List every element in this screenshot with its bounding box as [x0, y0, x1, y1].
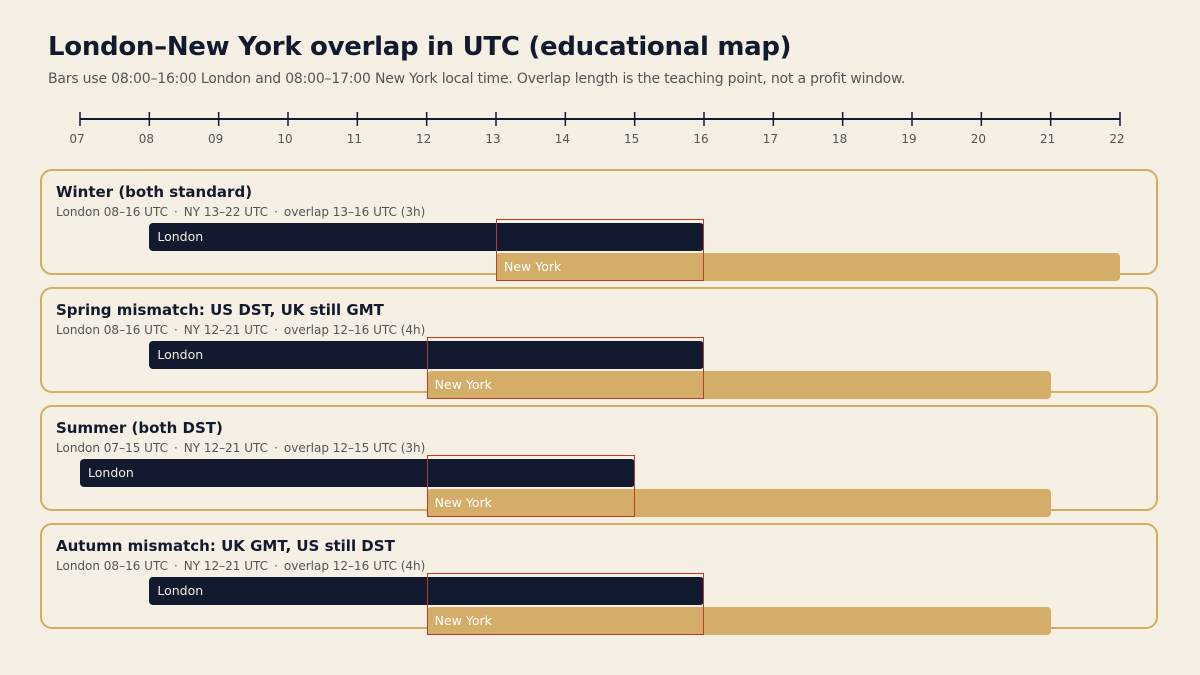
scenario-panel: Spring mismatch: US DST, UK still GMT Lon…	[40, 287, 1158, 399]
london-session-bar: London	[149, 223, 704, 251]
scenario-panel: Winter (both standard) London 08–16 UTC · N…	[40, 169, 1158, 281]
scenario-info: London 07–15 UTC · NY 12–21 UTC · overlap 12…	[56, 441, 425, 455]
separator-dot: ·	[173, 205, 178, 219]
overlap-outline	[426, 337, 704, 399]
axis-tick-label: 08	[139, 132, 154, 146]
axis-tick-label: 20	[971, 132, 986, 146]
scenario-panel: Autumn mismatch: UK GMT, US still DST Lon…	[40, 523, 1158, 635]
scenario-title: Summer (both DST)	[56, 419, 223, 437]
london-utc-range: London 07–15 UTC	[56, 441, 168, 455]
london-utc-range: London 08–16 UTC	[56, 559, 168, 573]
ny-utc-range: NY 12–21 UTC	[183, 441, 269, 455]
separator-dot: ·	[274, 205, 278, 219]
axis-tick-label: 14	[555, 132, 570, 146]
overlap-range: overlap 12–16 UTC (4h)	[283, 559, 426, 573]
time-axis: 07 08 09 10 11 12 13 14 15 16 17 18 19 20 21 22	[69, 112, 1125, 146]
scenario-info: London 08–16 UTC · NY 13–22 UTC · overlap 13…	[56, 205, 425, 219]
separator-dot: ·	[173, 323, 178, 337]
axis-tick-label: 18	[832, 132, 847, 146]
ny-utc-range: NY 13–22 UTC	[183, 205, 269, 219]
london-bar-label: London	[157, 583, 204, 598]
axis-tick-label: 09	[208, 132, 223, 146]
separator-dot: ·	[173, 441, 178, 455]
separator-dot: ·	[173, 559, 178, 573]
new-york-bar-label: New York	[434, 613, 492, 628]
axis-tick-label: 22	[1109, 132, 1124, 146]
separator-dot: ·	[274, 441, 278, 455]
overlap-outline	[426, 455, 635, 517]
scenario-title: Winter (both standard)	[56, 183, 253, 201]
overlap-range: overlap 12–15 UTC (3h)	[283, 441, 426, 455]
axis-tick-label: 10	[277, 132, 292, 146]
overlap-outline	[496, 219, 704, 281]
new-york-session-bar: New York	[426, 489, 1051, 517]
new-york-bar-label: New York	[434, 377, 492, 392]
ny-utc-range: NY 12–21 UTC	[183, 559, 269, 573]
axis-tick-label: 15	[624, 132, 639, 146]
overlap-range: overlap 13–16 UTC (3h)	[283, 205, 426, 219]
london-utc-range: London 08–16 UTC	[56, 205, 168, 219]
scenario-info: London 08–16 UTC · NY 12–21 UTC · overlap 12…	[56, 323, 425, 337]
axis-tick-label: 13	[485, 132, 500, 146]
ny-utc-range: NY 12–21 UTC	[183, 323, 269, 337]
axis-tick-label: 19	[901, 132, 916, 146]
overlap-outline	[426, 573, 704, 635]
axis-tick-label: 12	[416, 132, 431, 146]
overlap-range: overlap 12–16 UTC (4h)	[283, 323, 426, 337]
london-bar-label: London	[157, 347, 204, 362]
page-subtitle: Bars use 08:00–16:00 London and 08:00–17…	[48, 71, 906, 87]
london-session-bar: London	[80, 459, 635, 487]
new-york-bar-label: New York	[504, 259, 562, 274]
page-title: London–New York overlap in UTC (educatio…	[48, 32, 792, 62]
new-york-session-bar: New York	[496, 253, 1120, 281]
axis-tick-label: 21	[1040, 132, 1055, 146]
axis-tick-label: 07	[69, 132, 84, 146]
separator-dot: ·	[274, 559, 278, 573]
scenario-title: Spring mismatch: US DST, UK still GMT	[56, 301, 384, 319]
new-york-bar-label: New York	[434, 495, 492, 510]
scenario-info: London 08–16 UTC · NY 12–21 UTC · overlap 12…	[56, 559, 425, 573]
london-bar-label: London	[88, 465, 134, 480]
axis-tick-label: 16	[693, 132, 708, 146]
separator-dot: ·	[274, 323, 278, 337]
new-york-session-bar: New York	[426, 607, 1051, 635]
london-utc-range: London 08–16 UTC	[56, 323, 168, 337]
scenario-title: Autumn mismatch: UK GMT, US still DST	[56, 537, 395, 555]
london-bar-label: London	[157, 229, 204, 244]
scenario-panel: Summer (both DST) London 07–15 UTC · NY 12–…	[40, 405, 1158, 517]
axis-tick-label: 17	[763, 132, 778, 146]
axis-tick-label: 11	[347, 132, 362, 146]
new-york-session-bar: New York	[426, 371, 1051, 399]
